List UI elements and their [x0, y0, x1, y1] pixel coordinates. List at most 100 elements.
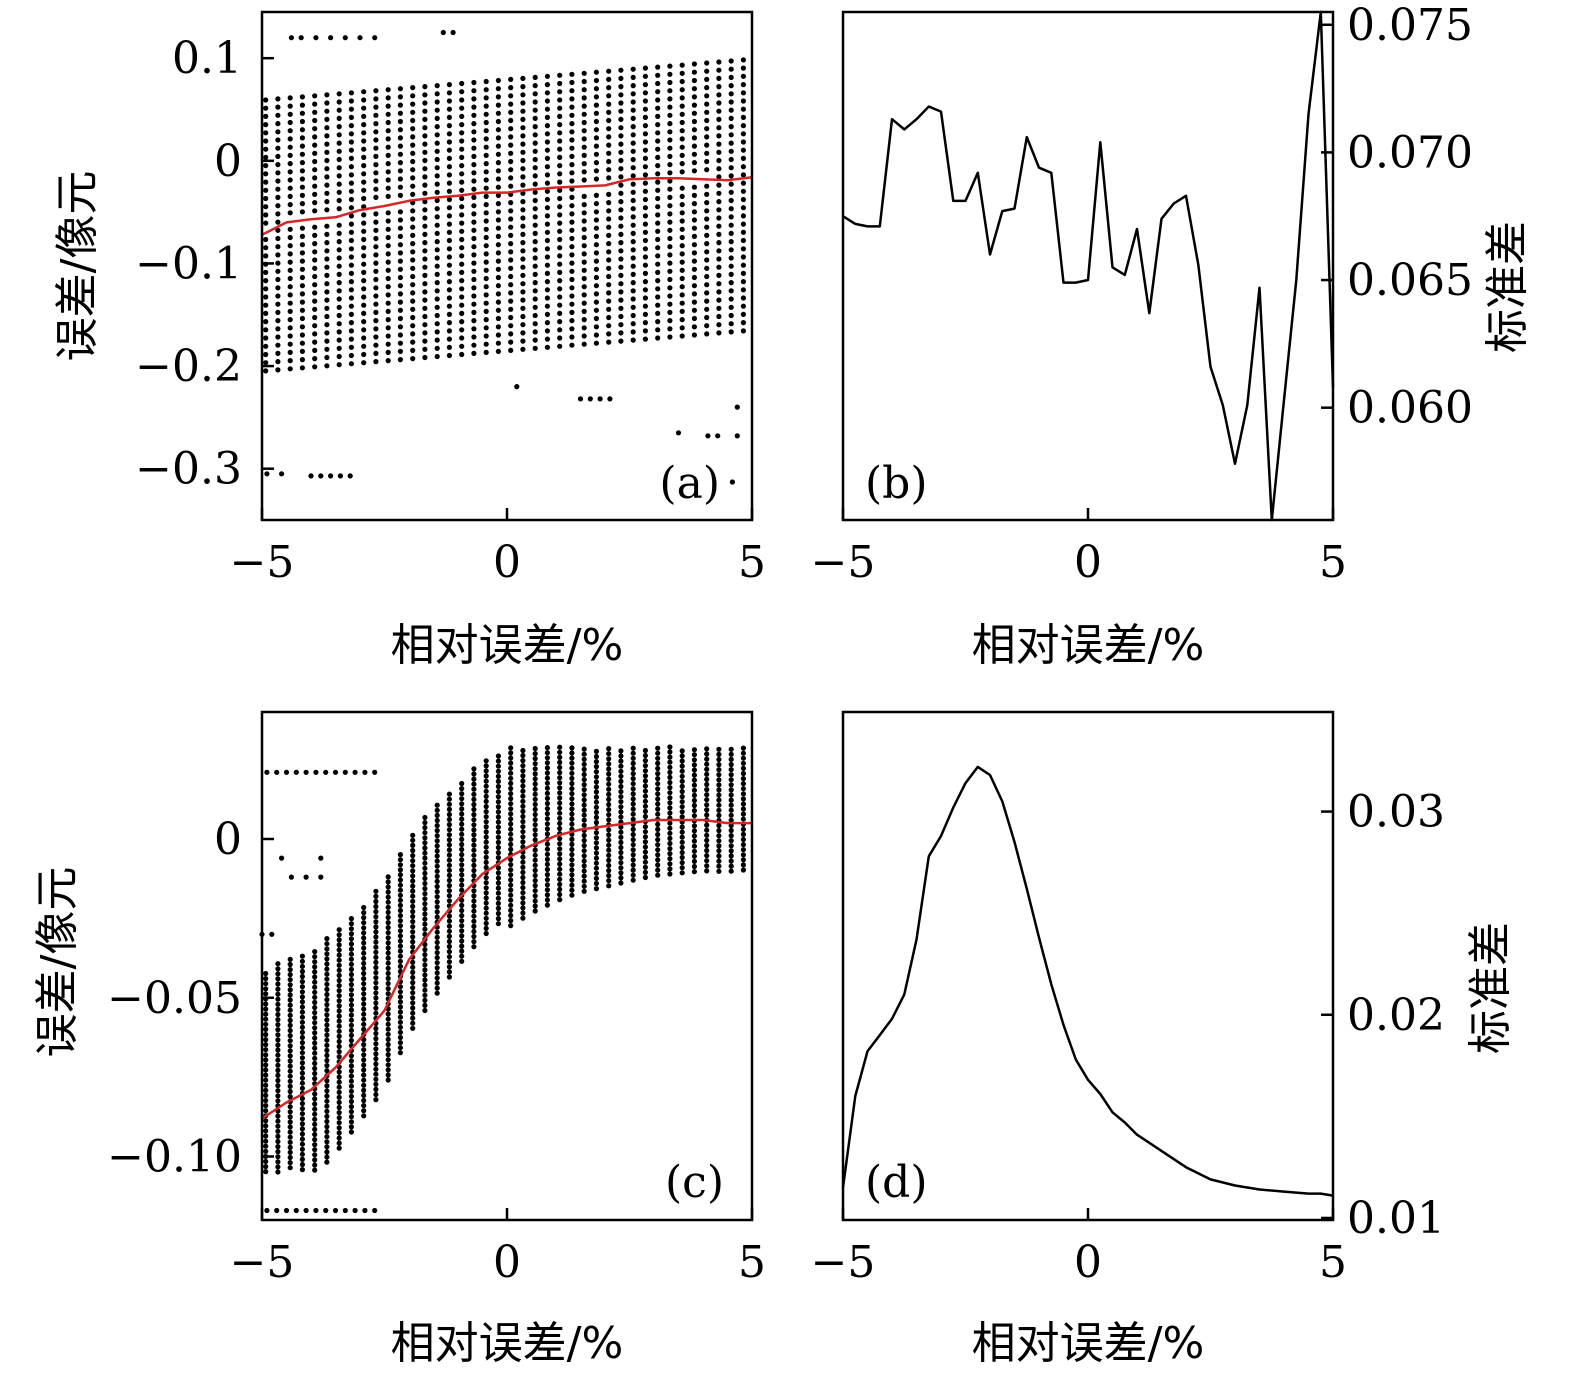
data-point: [324, 1154, 330, 1160]
data-point: [410, 183, 416, 189]
data-point: [312, 1015, 318, 1021]
data-point: [606, 868, 612, 874]
data-point: [557, 825, 563, 832]
data-point: [324, 264, 330, 270]
data-point: [446, 811, 452, 818]
data-point: [434, 115, 440, 121]
data-point: [655, 852, 661, 858]
data-point: [520, 808, 526, 815]
data-point: [606, 817, 612, 823]
data-point: [263, 310, 269, 316]
data-point: [508, 775, 514, 781]
data-point: [740, 847, 747, 853]
data-point: [312, 183, 318, 189]
data-point: [459, 801, 465, 807]
data-point: [299, 1040, 305, 1046]
data-point: [495, 332, 501, 338]
data-point: [655, 826, 661, 833]
data-point: [569, 811, 575, 817]
data-point: [410, 832, 416, 838]
data-point: [385, 358, 391, 364]
data-point: [740, 221, 747, 227]
data-point: [385, 1057, 391, 1063]
data-point: [422, 133, 428, 139]
data-point: [422, 840, 428, 846]
data-point: [348, 221, 354, 227]
data-point: [361, 245, 367, 251]
data-point: [728, 255, 734, 261]
data-point: [508, 232, 514, 238]
data-point: [385, 169, 391, 175]
data-point: [385, 980, 391, 987]
data-point: [459, 97, 465, 103]
data-point: [691, 752, 698, 758]
data-point: [569, 227, 575, 233]
data-point: [312, 1147, 318, 1153]
data-point: [557, 790, 563, 796]
data-point: [397, 963, 403, 970]
data-point: [287, 1002, 293, 1008]
data-point: [557, 836, 563, 842]
data-point: [410, 929, 416, 935]
data-point: [361, 991, 367, 997]
mean-line: [261, 175, 753, 236]
data-point: [740, 205, 747, 211]
data-point: [361, 1057, 367, 1063]
data-point: [299, 143, 305, 149]
data-point: [520, 834, 526, 840]
data-point: [593, 258, 600, 264]
data-point: [716, 100, 722, 106]
data-point: [328, 35, 334, 41]
data-point: [385, 136, 391, 142]
data-point: [581, 853, 587, 859]
data-point: [655, 335, 661, 341]
data-point: [348, 1027, 354, 1033]
data-point: [630, 173, 636, 179]
data-point: [740, 320, 747, 326]
data-point: [422, 289, 428, 295]
data-point: [740, 811, 747, 817]
data-point: [361, 940, 367, 946]
data-point: [655, 791, 661, 797]
data-point: [287, 961, 293, 968]
data-point: [299, 1095, 305, 1102]
data-point: [606, 847, 612, 853]
data-point: [361, 1047, 367, 1053]
data-point: [483, 243, 489, 249]
data-point: [385, 210, 391, 216]
data-point: [704, 842, 710, 849]
data-point: [361, 171, 367, 177]
data-point: [716, 313, 722, 320]
data-point: [299, 1136, 305, 1142]
data-point: [520, 256, 526, 262]
data-point: [336, 937, 342, 943]
data-point: [324, 166, 330, 172]
data-point: [569, 801, 575, 807]
data-point: [324, 125, 330, 131]
std-line: [841, 765, 1334, 1197]
data-point: [642, 246, 649, 252]
data-point: [422, 870, 428, 877]
data-point: [275, 1123, 281, 1129]
data-point: [642, 172, 649, 178]
data-point: [324, 1017, 330, 1023]
data-point: [728, 767, 734, 773]
data-point: [569, 816, 575, 822]
data-point: [385, 308, 391, 314]
data-point: [508, 831, 514, 837]
data-point: [483, 317, 489, 323]
data-point: [410, 175, 416, 181]
data-point: [397, 1014, 403, 1020]
data-point: [520, 322, 526, 328]
data-point: [679, 226, 685, 232]
data-point: [495, 890, 501, 896]
data-point: [279, 471, 285, 477]
data-point: [348, 262, 354, 268]
data-point: [348, 98, 354, 104]
data-point: [324, 991, 330, 998]
data-point: [410, 109, 416, 115]
std-line: [842, 10, 1335, 522]
data-point: [434, 288, 440, 294]
data-point: [569, 755, 575, 761]
data-point: [422, 231, 428, 237]
